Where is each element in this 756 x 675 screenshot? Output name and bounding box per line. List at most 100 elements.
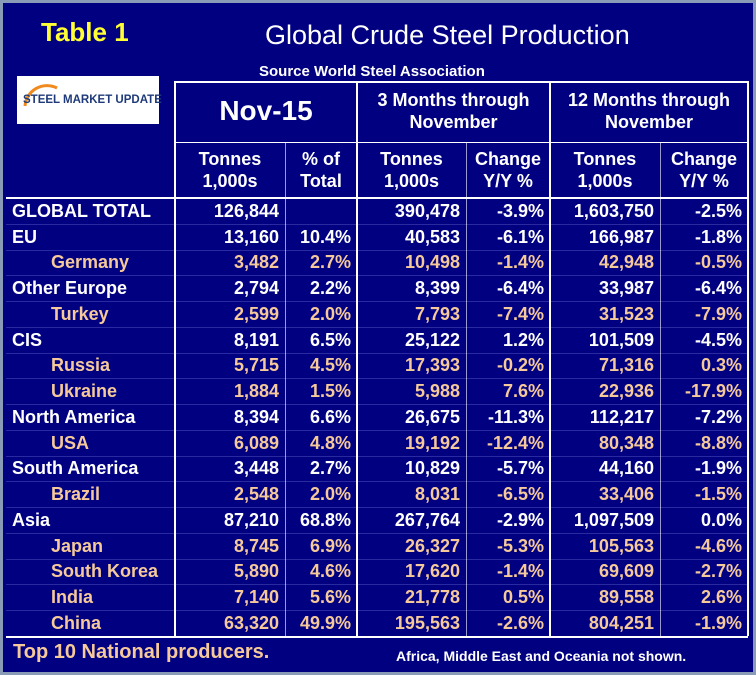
- column-border: [285, 143, 286, 636]
- row-divider: [6, 481, 748, 483]
- cell-text: Tonnes: [573, 149, 637, 169]
- row-divider: [6, 610, 748, 611]
- cell-value: -1.9%: [694, 458, 742, 479]
- cell-value: -3.9%: [496, 200, 544, 221]
- cell-value: 6,089: [233, 432, 279, 453]
- cell-value: -6.4%: [496, 278, 544, 299]
- cell-text: November: [409, 112, 498, 132]
- cell-value: -2.7%: [694, 561, 742, 582]
- cell-text: Y/Y %: [679, 171, 729, 191]
- header-cell: Nov-15: [175, 81, 357, 141]
- source: Source World Steel Association: [259, 63, 485, 80]
- row-divider: [6, 404, 748, 405]
- row-divider: [6, 584, 748, 586]
- cell-value: 17,620: [404, 561, 460, 582]
- cell-value: 10.4%: [299, 226, 351, 247]
- cell-value: 0.3%: [700, 355, 742, 376]
- cell-value: 71,316: [598, 355, 654, 376]
- cell-value: 5.6%: [309, 587, 351, 608]
- cell-value: -6.4%: [694, 278, 742, 299]
- cell-value: -1.8%: [694, 226, 742, 247]
- cell-value: -6.1%: [496, 226, 544, 247]
- cell-value: 8,394: [233, 406, 279, 427]
- header-cell: Change Y/Y %: [466, 143, 550, 197]
- header-cell: Tonnes 1,000s: [175, 143, 285, 197]
- cell-value: -1.4%: [496, 561, 544, 582]
- cell-value: 8,191: [233, 329, 279, 350]
- cell-value: 21,778: [404, 587, 460, 608]
- cell-value: 69,609: [598, 561, 654, 582]
- cell-value: 390,478: [394, 200, 460, 221]
- cell-value: -1.5%: [694, 484, 742, 505]
- cell-value: 2.2%: [309, 278, 351, 299]
- cell-value: 2,548: [233, 484, 279, 505]
- row-label: South America: [12, 458, 139, 479]
- cell-value: 5,890: [233, 561, 279, 582]
- cell-value: -4.5%: [694, 329, 742, 350]
- cell-value: 0.5%: [502, 587, 544, 608]
- cell-value: 2,794: [233, 278, 279, 299]
- row-label: Russia: [51, 355, 111, 376]
- cell-value: 1.2%: [502, 329, 544, 350]
- column-border: [356, 81, 358, 636]
- cell-value: 7,140: [233, 587, 279, 608]
- cell-value: 1,884: [233, 381, 279, 402]
- row-divider: [6, 378, 748, 380]
- cell-value: -4.6%: [694, 535, 742, 556]
- cell-value: 44,160: [598, 458, 654, 479]
- table-label: Table 1: [41, 17, 129, 47]
- cell-value: 8,745: [233, 535, 279, 556]
- cell-value: -0.5%: [694, 252, 742, 273]
- row-divider: [6, 455, 748, 457]
- cell-value: 63,320: [223, 612, 279, 633]
- row-label: Ukraine: [51, 381, 118, 402]
- cell-value: -17.9%: [684, 381, 742, 402]
- cell-value: 166,987: [588, 226, 654, 247]
- column-border: [174, 81, 176, 636]
- cell-value: 1.5%: [309, 381, 351, 402]
- cell-value: 10,498: [404, 252, 460, 273]
- cell-value: 33,987: [598, 278, 654, 299]
- cell-text: 3 Months through: [377, 90, 530, 110]
- cell-value: 17,393: [404, 355, 460, 376]
- cell-text: 1,000s: [202, 171, 258, 191]
- cell-value: 2.7%: [309, 458, 351, 479]
- row-label: USA: [51, 432, 90, 453]
- footer-note-right: Africa, Middle East and Oceania not show…: [396, 648, 687, 664]
- cell-value: -2.6%: [496, 612, 544, 633]
- cell-value: 10,829: [404, 458, 460, 479]
- cell-value: 5,715: [233, 355, 279, 376]
- cell-value: 101,509: [588, 329, 654, 350]
- cell-value: 80,348: [598, 432, 654, 453]
- footer-note-left: Top 10 National producers.: [13, 641, 270, 663]
- cell-value: -5.3%: [496, 535, 544, 556]
- header-cell: Tonnes 1,000s: [357, 143, 466, 197]
- cell-value: -2.9%: [496, 509, 544, 530]
- header-cell: Change Y/Y %: [660, 143, 748, 197]
- cell-value: 26,675: [404, 406, 460, 427]
- row-label: Asia: [12, 509, 51, 530]
- cell-value: 25,122: [404, 329, 460, 350]
- cell-value: -0.2%: [496, 355, 544, 376]
- cell-value: 2.0%: [309, 303, 351, 324]
- cell-value: 2.6%: [700, 587, 742, 608]
- column-border: [747, 81, 749, 636]
- header-border: [175, 142, 748, 143]
- header-border: [6, 197, 748, 199]
- row-label: CIS: [12, 329, 43, 350]
- row-label: Germany: [51, 252, 130, 273]
- cell-text: Total: [300, 171, 342, 191]
- cell-text: Tonnes: [380, 149, 443, 169]
- cell-value: 1,097,509: [573, 509, 654, 530]
- row-divider: [6, 429, 748, 431]
- row-divider: [6, 532, 748, 534]
- cell-text: Nov-15: [219, 95, 313, 126]
- row-divider: [6, 558, 748, 560]
- row-label: Brazil: [51, 484, 101, 505]
- cell-value: 3,482: [233, 252, 279, 273]
- cell-value: 22,936: [598, 381, 654, 402]
- cell-value: 49.9%: [299, 612, 351, 633]
- cell-value: 3,448: [233, 458, 279, 479]
- cell-value: 195,563: [394, 612, 460, 633]
- cell-value: -7.9%: [694, 303, 742, 324]
